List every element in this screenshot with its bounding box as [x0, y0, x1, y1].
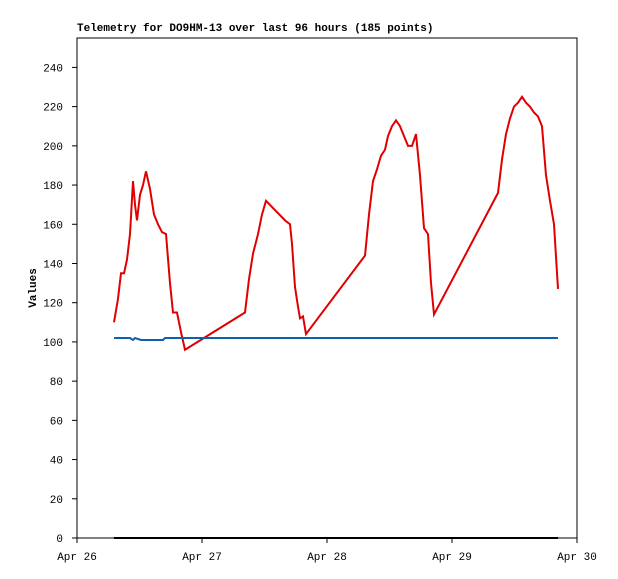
- x-tick-label: Apr 29: [432, 552, 472, 564]
- y-tick-label: 160: [43, 220, 63, 232]
- y-tick-label: 0: [56, 534, 63, 546]
- y-tick-label: 40: [50, 456, 63, 468]
- y-tick-label: 20: [50, 495, 63, 507]
- plot-frame: [76, 37, 578, 539]
- y-tick-label: 180: [43, 181, 63, 193]
- series-line: [114, 336, 558, 342]
- x-tick-label: Apr 30: [557, 552, 597, 564]
- series-line: [113, 95, 559, 352]
- y-tick-label: 240: [43, 63, 63, 75]
- x-tick-label: Apr 26: [57, 552, 97, 564]
- x-tick-label: Apr 27: [182, 552, 222, 564]
- y-tick-label: 60: [50, 416, 63, 428]
- chart-title: Telemetry for DO9HM-13 over last 96 hour…: [77, 23, 433, 35]
- y-tick-label: 220: [43, 103, 63, 115]
- y-tick-label: 80: [50, 377, 63, 389]
- y-tick-label: 100: [43, 338, 63, 350]
- y-tick-label: 120: [43, 299, 63, 311]
- y-axis-label: Values: [28, 268, 40, 308]
- x-tick-label: Apr 28: [307, 552, 347, 564]
- y-tick-label: 200: [43, 142, 63, 154]
- y-tick-label: 140: [43, 259, 63, 271]
